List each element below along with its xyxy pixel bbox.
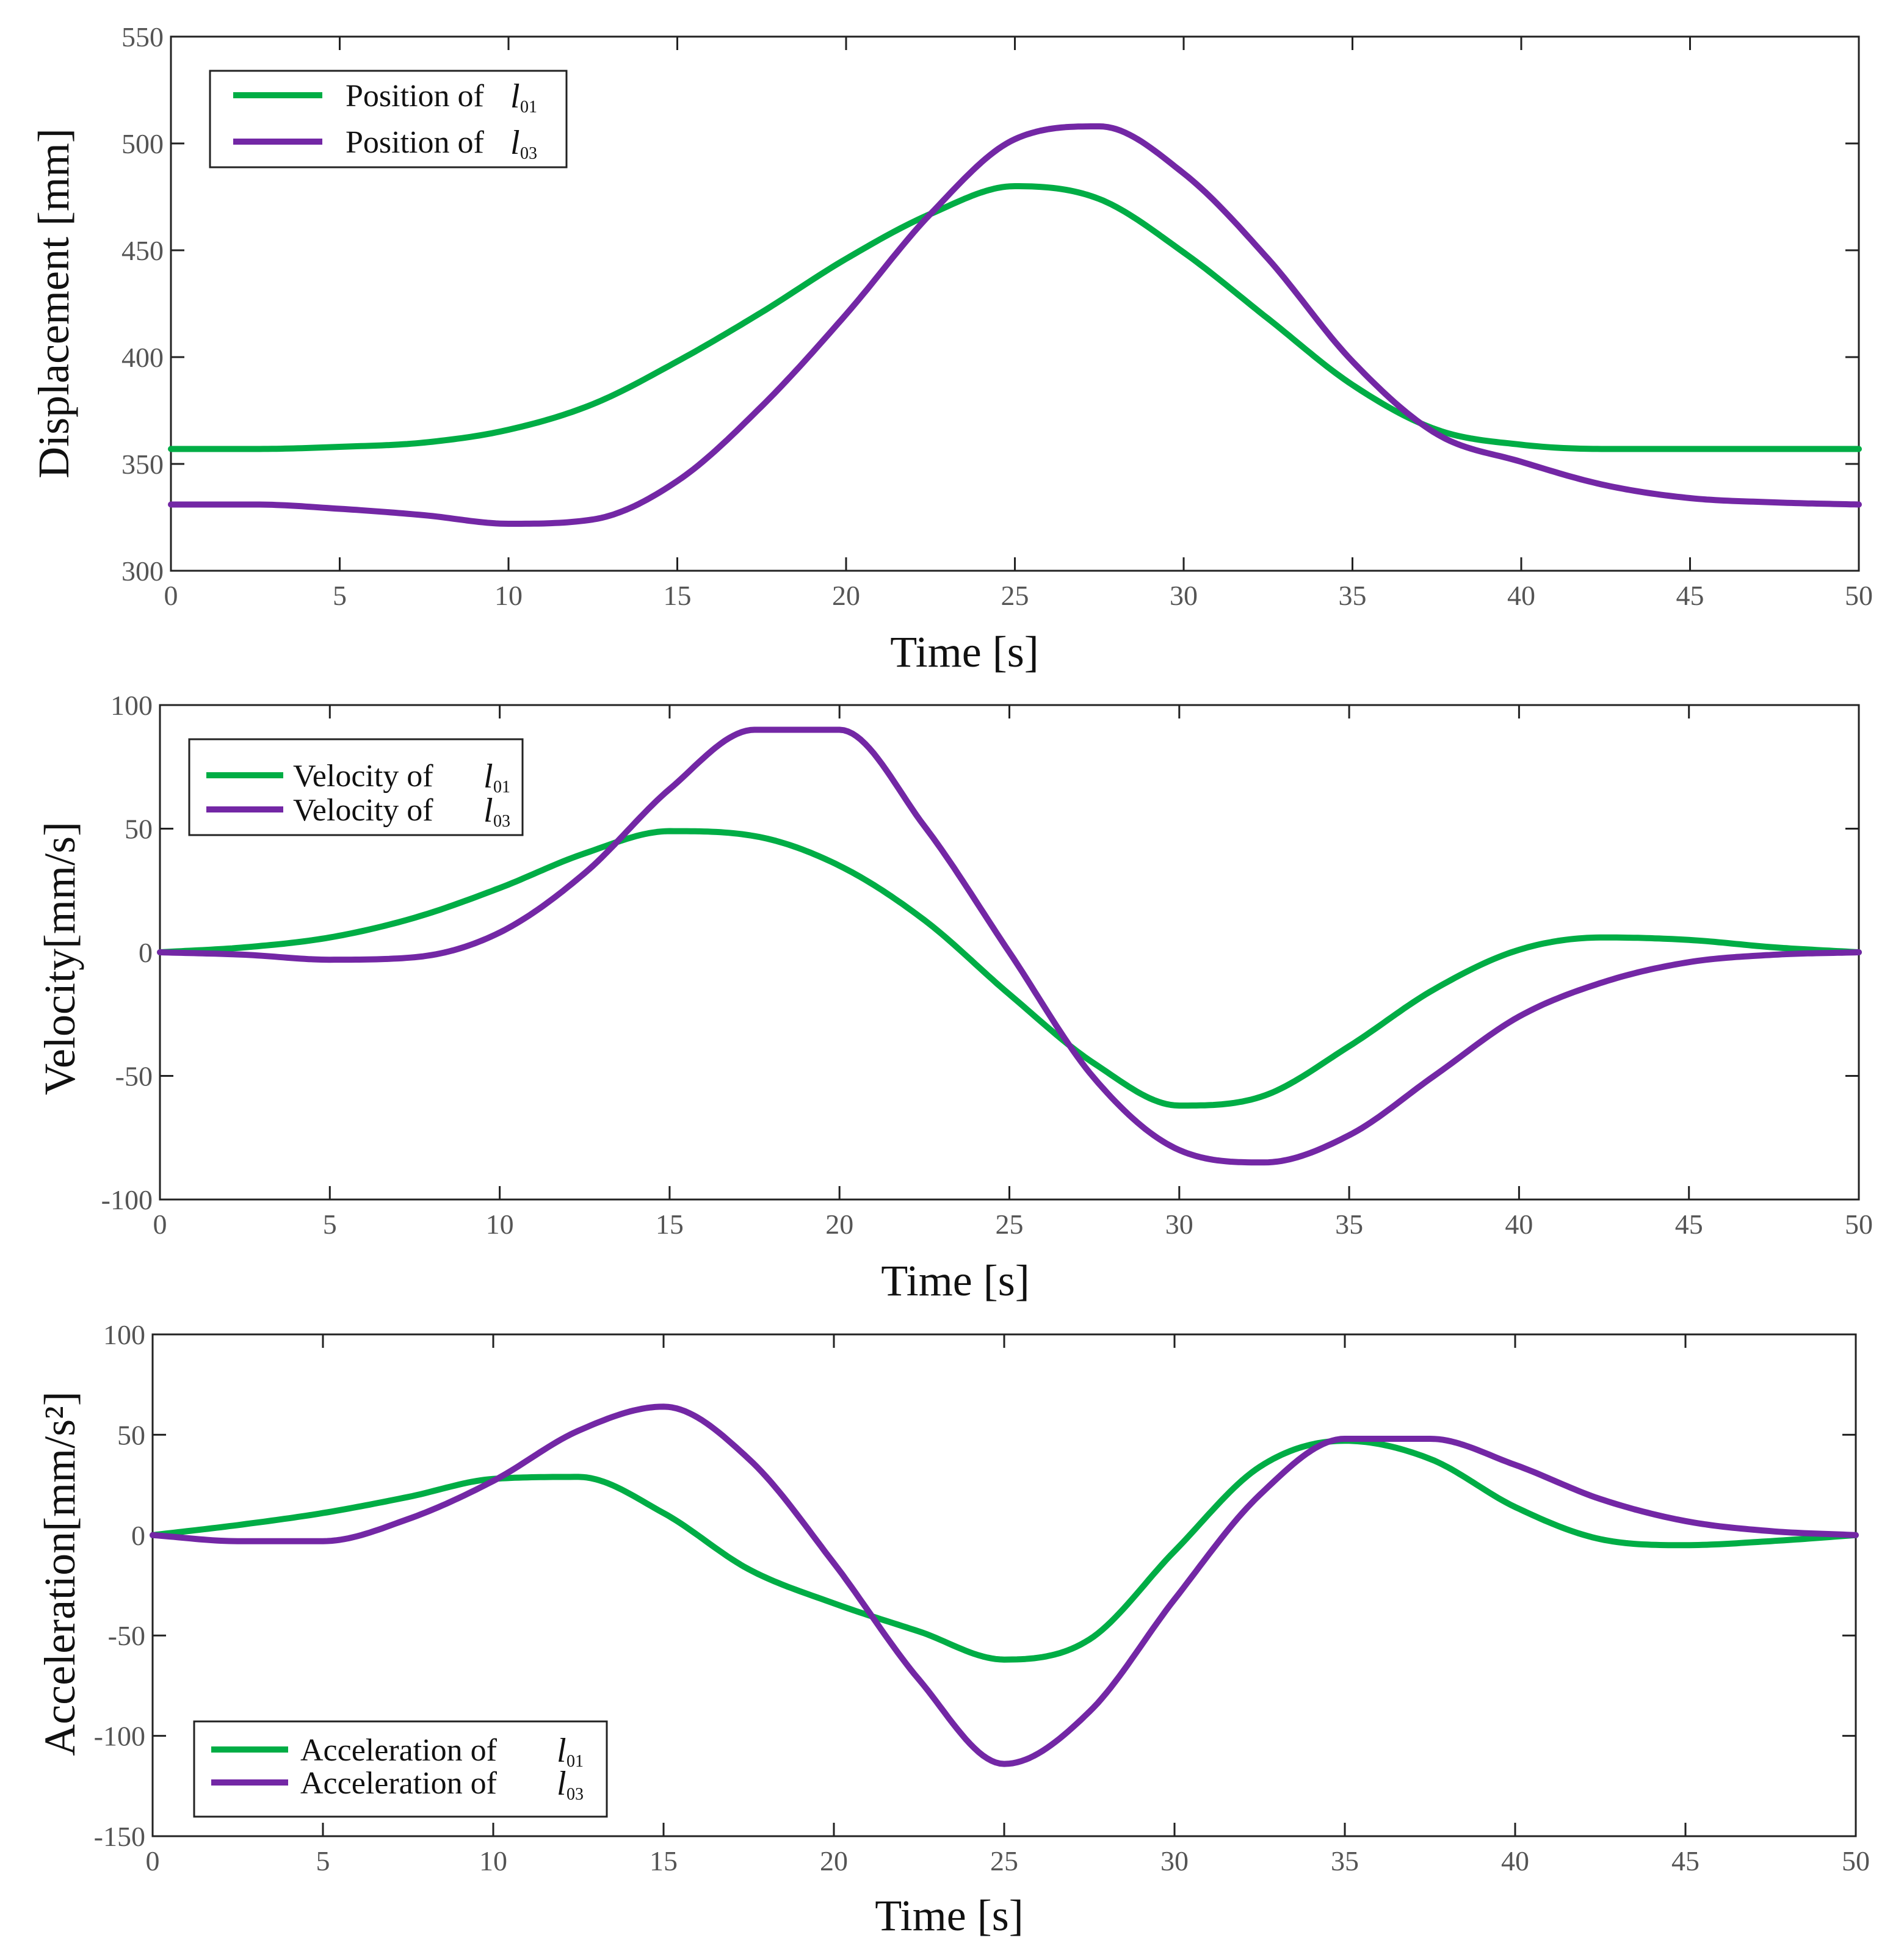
- acceleration-x-tick-label: 45: [1671, 1845, 1699, 1876]
- acceleration-x-tick-label: 15: [650, 1845, 678, 1876]
- velocity-x-tick-label: 45: [1675, 1209, 1703, 1240]
- velocity-line-l03: [157, 726, 1862, 1166]
- acceleration-ticks: 0 5 10 15 20 25 30 35 40 45 50 -150 -100 -50 0 50 100: [94, 1319, 1870, 1876]
- velocity-y-tick-label: 50: [125, 814, 153, 845]
- displacement-x-tick-label: 35: [1339, 580, 1367, 611]
- acceleration-x-tick-label: 35: [1331, 1845, 1359, 1876]
- displacement-series: [168, 123, 1862, 527]
- displacement-legend-label-l01: Position of: [346, 79, 484, 114]
- velocity-x-tick-label: 15: [656, 1209, 684, 1240]
- velocity-y-tick-label: -100: [101, 1184, 153, 1215]
- displacement-x-tick-label: 20: [832, 580, 860, 611]
- velocity-line-l01: [157, 828, 1862, 1109]
- displacement-legend-symbol-l03: l: [510, 124, 520, 162]
- velocity-y-axis-title: Velocity[mm/s]: [35, 822, 84, 1095]
- displacement-legend-box: [209, 70, 568, 168]
- velocity-legend-subscript-l01: 01: [493, 778, 510, 797]
- acceleration-x-tick-label: 5: [316, 1845, 330, 1876]
- velocity-x-tick-label: 50: [1845, 1209, 1873, 1240]
- velocity-x-tick-label: 30: [1165, 1209, 1193, 1240]
- velocity-legend-subscript-l03: 03: [493, 812, 510, 831]
- acceleration-legend-subscript-l03: 03: [566, 1785, 584, 1804]
- displacement-x-tick-label: 0: [164, 580, 178, 611]
- displacement-x-axis-title: Time [s]: [890, 628, 1038, 676]
- displacement-x-tick-label: 25: [1001, 580, 1029, 611]
- velocity-legend-label-l01: Velocity of: [293, 759, 433, 794]
- velocity-legend-label-l03: Velocity of: [293, 793, 433, 828]
- velocity-x-axis-title: Time [s]: [881, 1256, 1029, 1305]
- velocity-ticks: 0 5 10 15 20 25 30 35 40 45 50 -100 -50 0 50 100: [101, 690, 1873, 1240]
- velocity-series: [157, 726, 1862, 1166]
- acceleration-legend-label-l01: Acceleration of: [300, 1733, 498, 1768]
- displacement-legend-label-l03: Position of: [346, 125, 484, 160]
- acceleration-legend-symbol-l01: l: [557, 1732, 566, 1770]
- acceleration-y-tick-label: -50: [108, 1620, 145, 1651]
- acceleration-x-tick-label: 40: [1501, 1845, 1529, 1876]
- acceleration-legend-label-l03: Acceleration of: [300, 1766, 498, 1801]
- acceleration-x-tick-label: 50: [1842, 1845, 1870, 1876]
- velocity-x-tick-label: 10: [486, 1209, 514, 1240]
- acceleration-y-tick-label: 100: [103, 1319, 145, 1350]
- displacement-legend: Position of l 01 Position of l 03: [209, 70, 568, 168]
- displacement-x-tick-label: 5: [333, 580, 347, 611]
- acceleration-legend-subscript-l01: 01: [566, 1752, 584, 1771]
- acceleration-x-tick-label: 20: [820, 1845, 848, 1876]
- acceleration-x-axis-title: Time [s]: [875, 1891, 1023, 1940]
- acceleration-panel: 0 5 10 15 20 25 30 35 40 45 50 -150 -100 -50 0 50 100 Ti…: [35, 1319, 1870, 1940]
- displacement-y-tick-label: 500: [121, 128, 164, 159]
- acceleration-x-tick-label: 30: [1160, 1845, 1189, 1876]
- displacement-legend-subscript-l01: 01: [520, 98, 537, 117]
- acceleration-series: [150, 1403, 1859, 1767]
- acceleration-y-tick-label: 50: [117, 1419, 145, 1450]
- acceleration-x-tick-label: 25: [990, 1845, 1018, 1876]
- velocity-legend-box: [188, 738, 524, 836]
- velocity-x-tick-label: 5: [323, 1209, 337, 1240]
- displacement-x-tick-label: 45: [1676, 580, 1704, 611]
- displacement-x-tick-label: 30: [1170, 580, 1198, 611]
- acceleration-legend-box: [193, 1720, 608, 1818]
- displacement-line-l01: [168, 183, 1862, 452]
- displacement-x-tick-label: 40: [1507, 580, 1535, 611]
- velocity-legend: Velocity of l 01 Velocity of l 03: [188, 738, 524, 836]
- velocity-x-tick-label: 0: [153, 1209, 167, 1240]
- acceleration-x-tick-label: 10: [479, 1845, 507, 1876]
- displacement-y-tick-label: 300: [121, 555, 164, 587]
- displacement-y-tick-label: 400: [121, 342, 164, 373]
- displacement-y-tick-label: 550: [121, 21, 164, 52]
- displacement-x-tick-label: 10: [494, 580, 523, 611]
- velocity-y-tick-label: 0: [139, 937, 153, 968]
- acceleration-y-tick-label: -150: [94, 1821, 145, 1852]
- displacement-legend-subscript-l03: 03: [520, 144, 537, 163]
- acceleration-x-tick-label: 0: [146, 1845, 160, 1876]
- displacement-y-tick-label: 350: [121, 449, 164, 480]
- acceleration-y-tick-label: -100: [94, 1721, 145, 1752]
- displacement-panel: 0 5 10 15 20 25 30 35 40 45 50 300 350 400 450 500 550 T…: [29, 21, 1873, 676]
- displacement-y-axis-title: Displacement [mm]: [29, 128, 78, 479]
- displacement-line-l03: [168, 123, 1862, 527]
- velocity-x-tick-label: 25: [996, 1209, 1024, 1240]
- displacement-x-tick-label: 15: [664, 580, 692, 611]
- velocity-legend-symbol-l03: l: [483, 792, 493, 830]
- velocity-x-tick-label: 20: [825, 1209, 853, 1240]
- velocity-x-tick-label: 40: [1505, 1209, 1533, 1240]
- velocity-legend-symbol-l01: l: [483, 758, 493, 795]
- acceleration-line-l03: [150, 1403, 1859, 1767]
- acceleration-legend: Acceleration of l 01 Acceleration of l 0…: [193, 1720, 608, 1818]
- displacement-legend-symbol-l01: l: [510, 78, 520, 115]
- velocity-y-tick-label: -50: [115, 1061, 153, 1092]
- displacement-ticks: 0 5 10 15 20 25 30 35 40 45 50 300 350 400 450 500 550: [121, 21, 1873, 611]
- velocity-y-tick-label: 100: [110, 690, 153, 721]
- displacement-y-tick-label: 450: [121, 235, 164, 266]
- displacement-x-tick-label: 50: [1845, 580, 1873, 611]
- acceleration-y-axis-title: Acceleration[mm/s²]: [35, 1391, 84, 1756]
- acceleration-line-l01: [150, 1438, 1859, 1663]
- velocity-panel: 0 5 10 15 20 25 30 35 40 45 50 -100 -50 0 50 100 Time […: [35, 690, 1873, 1305]
- acceleration-legend-symbol-l03: l: [557, 1765, 566, 1803]
- velocity-x-tick-label: 35: [1335, 1209, 1363, 1240]
- acceleration-y-tick-label: 0: [131, 1520, 145, 1551]
